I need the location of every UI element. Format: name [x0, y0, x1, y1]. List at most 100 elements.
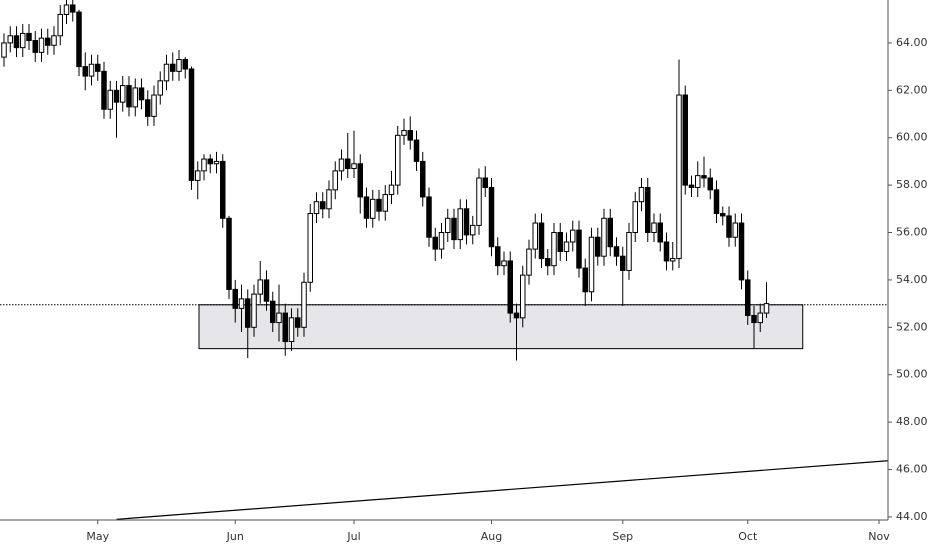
candle-body	[413, 139, 420, 162]
candle-body	[395, 134, 401, 186]
candle-body	[38, 37, 45, 53]
candle-body	[107, 89, 113, 110]
candle-body	[476, 177, 482, 226]
candle-body	[513, 312, 520, 319]
candle-body	[426, 196, 432, 238]
candle-body	[201, 158, 207, 172]
y-tick-label: 56.00	[896, 226, 928, 239]
candle-body	[376, 198, 382, 212]
x-tick-label: Aug	[481, 530, 502, 543]
candle-body	[432, 236, 438, 250]
candle-body	[751, 314, 757, 324]
candle-body	[1, 42, 7, 58]
candle-body	[188, 68, 195, 181]
candle-body	[595, 236, 601, 257]
candle-body	[520, 274, 526, 319]
candle-body	[726, 215, 732, 238]
candle-body	[120, 85, 126, 103]
candle-body	[132, 87, 138, 108]
y-tick-label: 62.00	[896, 83, 928, 96]
candle-body	[232, 288, 238, 309]
x-tick-label: Nov	[868, 530, 890, 543]
candle-body	[613, 246, 620, 257]
candle-body	[620, 255, 626, 271]
candle-body	[713, 189, 720, 215]
candle-body	[657, 222, 663, 243]
candle-body	[682, 94, 688, 186]
plot-area	[0, 0, 888, 520]
y-tick-label: 64.00	[896, 36, 928, 49]
y-tick-label: 44.00	[896, 510, 928, 523]
candle-body	[388, 184, 395, 196]
candle-body	[420, 160, 426, 198]
candle-body	[557, 232, 563, 252]
candle-body	[563, 241, 570, 252]
candle-body	[245, 298, 251, 328]
candle-body	[276, 312, 282, 324]
x-tick-label: Jun	[226, 530, 244, 543]
y-tick-label: 50.00	[896, 368, 928, 381]
candle-body	[7, 35, 13, 44]
candle-body	[226, 217, 232, 290]
y-tick-label: 60.00	[896, 131, 928, 144]
candle-body	[295, 317, 301, 328]
candle-body	[238, 298, 245, 309]
candle-body	[88, 63, 95, 77]
y-tick-label: 52.00	[896, 320, 928, 333]
candle-body	[732, 222, 738, 238]
candle-body	[701, 175, 707, 179]
candle-body	[463, 208, 470, 236]
candle-body	[670, 258, 676, 262]
candle-body	[257, 279, 263, 295]
candle-body	[663, 241, 670, 262]
candle-body	[220, 160, 226, 219]
x-tick-label: Jul	[346, 530, 360, 543]
y-tick-label: 46.00	[896, 463, 928, 476]
candle-body	[338, 158, 345, 172]
candle-body	[551, 232, 557, 267]
trendline	[116, 460, 888, 520]
candle-body	[626, 232, 632, 271]
candle-body	[607, 217, 613, 248]
candle-body	[213, 160, 220, 165]
candle-body	[282, 312, 288, 343]
candle-body	[163, 63, 170, 82]
candle-body	[745, 279, 751, 316]
candle-body	[526, 248, 532, 276]
candle-body	[320, 201, 326, 210]
candle-body	[407, 130, 413, 141]
candle-body	[126, 85, 132, 108]
candle-body	[438, 232, 445, 250]
candle-body	[688, 184, 695, 188]
candle-body	[382, 194, 388, 212]
candle-body	[401, 130, 407, 136]
candle-body	[51, 35, 57, 46]
candle-body	[32, 40, 38, 53]
candle-body	[351, 163, 357, 170]
candle-body	[695, 175, 701, 188]
y-tick-label: 54.00	[896, 273, 928, 286]
candle-body	[357, 163, 363, 198]
x-tick-label: Sep	[612, 530, 633, 543]
candle-body	[538, 222, 545, 260]
candle-body	[532, 222, 538, 250]
candle-body	[638, 186, 645, 203]
candle-body	[501, 260, 507, 267]
candle-body	[645, 186, 651, 234]
candle-body	[313, 201, 320, 215]
candle-body	[576, 229, 582, 269]
candle-body	[332, 170, 338, 191]
candle-body	[570, 229, 576, 243]
candle-body	[288, 317, 295, 343]
candle-body	[363, 196, 370, 219]
candle-body	[145, 99, 151, 117]
candle-body	[151, 94, 157, 117]
candle-body	[307, 213, 313, 283]
candle-body	[495, 246, 501, 267]
candle-body	[170, 63, 176, 72]
x-tick-label: May	[86, 530, 109, 543]
candle-body	[63, 4, 70, 15]
candle-body	[82, 66, 88, 77]
candle-body	[251, 293, 257, 328]
candle-body	[545, 258, 551, 267]
